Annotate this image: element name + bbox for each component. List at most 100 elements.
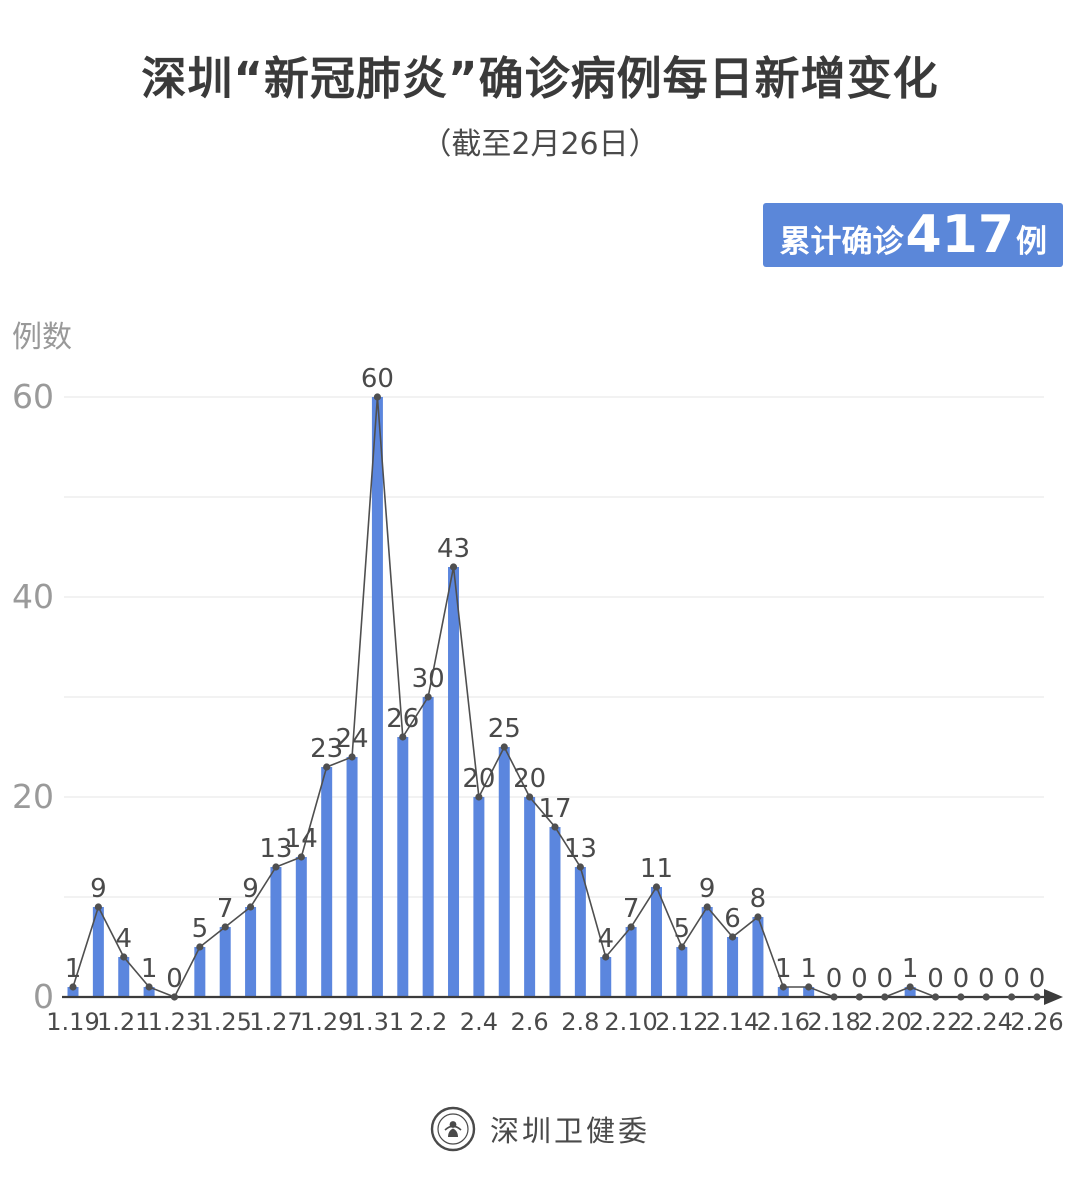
data-point-marker xyxy=(576,863,584,871)
data-point-marker xyxy=(221,923,229,931)
bar xyxy=(777,987,789,997)
value-label: 24 xyxy=(336,724,369,754)
bar xyxy=(118,957,130,997)
y-tick-label: 0 xyxy=(33,977,54,1016)
value-label: 0 xyxy=(851,964,868,994)
data-point-marker xyxy=(145,983,153,991)
y-tick-label: 20 xyxy=(12,777,54,816)
data-point-marker xyxy=(982,993,990,1001)
value-label: 26 xyxy=(386,704,419,734)
data-point-marker xyxy=(627,923,635,931)
x-tick-label: 1.21 xyxy=(97,1008,150,1036)
bar xyxy=(549,827,561,997)
y-axis-unit-label: 例数 xyxy=(12,320,72,355)
x-axis-arrow-icon xyxy=(1044,989,1063,1005)
bar xyxy=(727,937,739,997)
value-label: 9 xyxy=(90,874,107,904)
data-point-marker xyxy=(957,993,965,1001)
data-point-marker xyxy=(246,903,255,911)
value-label: 7 xyxy=(623,894,640,924)
bar xyxy=(245,907,257,997)
value-label: 4 xyxy=(115,924,132,954)
bar xyxy=(524,797,536,997)
data-point-marker xyxy=(779,983,787,991)
data-point-marker xyxy=(272,863,280,871)
x-tick-label: 2.4 xyxy=(460,1008,498,1036)
value-label: 1 xyxy=(65,954,82,984)
bar xyxy=(397,737,409,997)
badge-prefix: 累计确诊 xyxy=(779,224,904,260)
data-point-marker xyxy=(551,823,559,831)
bar xyxy=(219,927,231,997)
value-label: 13 xyxy=(564,834,597,864)
bar xyxy=(270,867,282,997)
x-tick-label: 1.29 xyxy=(300,1008,353,1036)
value-label: 1 xyxy=(902,954,919,984)
x-tick-label: 2.26 xyxy=(1010,1008,1063,1036)
x-tick-label: 1.23 xyxy=(148,1008,201,1036)
value-label: 0 xyxy=(877,964,894,994)
data-point-marker xyxy=(399,733,407,741)
value-label: 25 xyxy=(488,714,521,744)
data-point-marker xyxy=(526,793,534,801)
value-label: 60 xyxy=(361,364,394,394)
x-tick-label: 2.10 xyxy=(604,1008,657,1036)
data-point-marker xyxy=(373,393,382,401)
page-title: 深圳“新冠肺炎”确诊病例每日新增变化 xyxy=(141,52,939,105)
data-point-marker xyxy=(754,913,762,921)
x-tick-label: 1.27 xyxy=(249,1008,302,1036)
data-point-marker xyxy=(602,953,610,961)
bar xyxy=(904,987,916,997)
bar xyxy=(473,797,485,997)
cumulative-total-badge: 累计确诊 417 例 xyxy=(763,203,1063,267)
bar xyxy=(371,397,383,997)
bar xyxy=(346,757,358,997)
bar xyxy=(194,947,206,997)
bar xyxy=(498,747,510,997)
data-point-marker xyxy=(449,563,458,571)
data-point-marker xyxy=(500,743,508,751)
data-point-marker xyxy=(1008,993,1016,1001)
value-label: 8 xyxy=(750,884,767,914)
bar xyxy=(701,907,713,997)
value-label: 6 xyxy=(724,904,741,934)
data-point-marker xyxy=(69,983,77,991)
footer-brand: 深圳卫健委 xyxy=(0,1106,1080,1152)
x-tick-label: 1.19 xyxy=(46,1008,99,1036)
value-label: 14 xyxy=(285,824,318,854)
data-point-marker xyxy=(728,933,737,941)
footer-brand-name: 深圳卫健委 xyxy=(489,1114,650,1148)
data-point-marker xyxy=(1033,993,1041,1001)
x-tick-label: 1.31 xyxy=(351,1008,404,1036)
value-label: 23 xyxy=(310,734,343,764)
y-tick-label: 40 xyxy=(12,577,54,616)
badge-suffix: 例 xyxy=(1016,224,1047,260)
bar xyxy=(600,957,612,997)
value-label: 0 xyxy=(978,964,995,994)
bar xyxy=(625,927,637,997)
data-point-marker xyxy=(881,993,889,1001)
x-tick-label: 2.16 xyxy=(757,1008,810,1036)
data-point-marker xyxy=(323,763,331,771)
data-point-marker xyxy=(652,883,661,891)
value-label: 17 xyxy=(538,794,571,824)
value-label: 0 xyxy=(953,964,970,994)
x-tick-label: 1.25 xyxy=(198,1008,251,1036)
data-point-marker xyxy=(703,903,711,911)
bar xyxy=(803,987,815,997)
x-tick-label: 2.8 xyxy=(561,1008,599,1036)
x-tick-label: 2.14 xyxy=(706,1008,759,1036)
value-label: 1 xyxy=(775,954,792,984)
value-label: 13 xyxy=(259,834,292,864)
value-label: 4 xyxy=(597,924,614,954)
bar xyxy=(676,947,688,997)
value-label: 20 xyxy=(513,764,546,794)
data-point-marker xyxy=(678,943,686,951)
value-label: 1 xyxy=(800,954,817,984)
bar xyxy=(92,907,104,997)
data-point-marker xyxy=(906,983,914,991)
x-tick-label: 2.20 xyxy=(858,1008,911,1036)
value-label: 0 xyxy=(826,964,843,994)
bar xyxy=(650,887,662,997)
